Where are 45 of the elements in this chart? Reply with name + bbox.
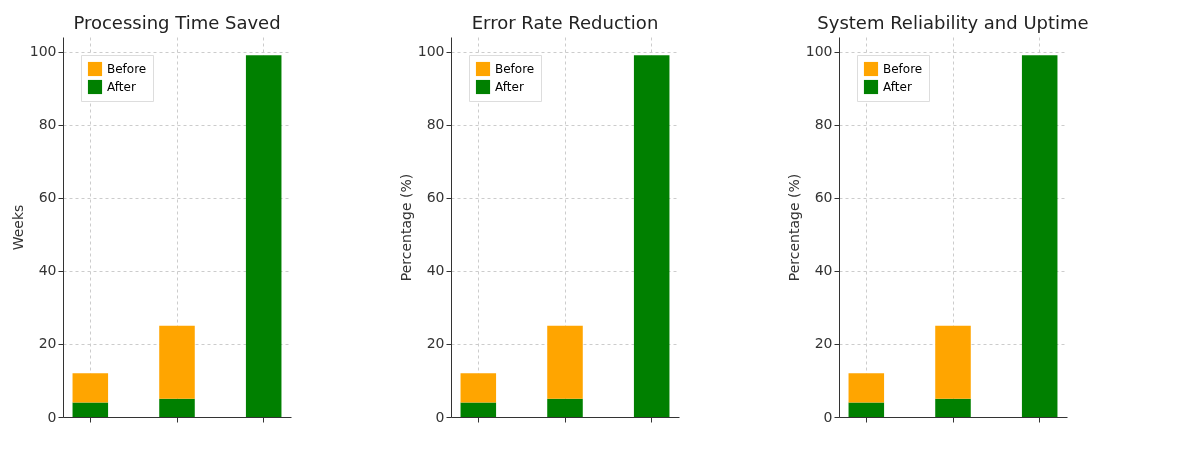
- y-tick-label: 100: [29, 43, 57, 60]
- y-tick-label: 40: [38, 262, 57, 279]
- bar: [848, 402, 885, 417]
- legend-label: After: [107, 80, 136, 94]
- y-axis-title: Percentage (%): [397, 173, 414, 282]
- bar: [72, 373, 109, 403]
- y-tick-label: 0: [435, 408, 445, 425]
- y-tick-label: 0: [823, 408, 833, 425]
- bar: [547, 325, 583, 399]
- y-tick-label: 20: [426, 335, 445, 352]
- y-tick-label: 40: [814, 262, 833, 279]
- y-tick-label: 100: [417, 43, 445, 60]
- bar: [935, 325, 971, 399]
- legend-label: After: [495, 80, 524, 94]
- legend-label: Before: [495, 62, 535, 76]
- y-tick-label: 60: [38, 189, 57, 206]
- legend-label: After: [883, 80, 912, 94]
- bar: [460, 373, 497, 403]
- bar: [848, 373, 885, 403]
- bar: [460, 402, 497, 417]
- y-tick-label: 80: [814, 116, 833, 133]
- y-tick-label: 100: [805, 43, 833, 60]
- y-tick-label: 40: [426, 262, 445, 279]
- y-tick-label: 80: [426, 116, 445, 133]
- y-tick-label: 0: [47, 408, 57, 425]
- y-tick-label: 60: [426, 189, 445, 206]
- legend-label: Before: [107, 62, 147, 76]
- bar: [547, 398, 583, 417]
- bar: [245, 55, 282, 417]
- bar: [633, 55, 670, 417]
- bar: [159, 325, 195, 399]
- y-axis-title: Percentage (%): [785, 173, 802, 282]
- y-tick-label: 20: [38, 335, 57, 352]
- bar: [935, 398, 971, 417]
- y-axis-title: Weeks: [9, 204, 26, 251]
- bar: [1021, 55, 1058, 417]
- chart-title: System Reliability and Uptime: [817, 12, 1089, 33]
- y-tick-label: 60: [814, 189, 833, 206]
- bar: [159, 398, 195, 417]
- y-tick-label: 20: [814, 335, 833, 352]
- chart-title: Processing Time Saved: [73, 12, 281, 33]
- bar: [72, 402, 109, 417]
- legend-label: Before: [883, 62, 923, 76]
- chart-title: Error Rate Reduction: [471, 12, 659, 33]
- y-tick-label: 80: [38, 116, 57, 133]
